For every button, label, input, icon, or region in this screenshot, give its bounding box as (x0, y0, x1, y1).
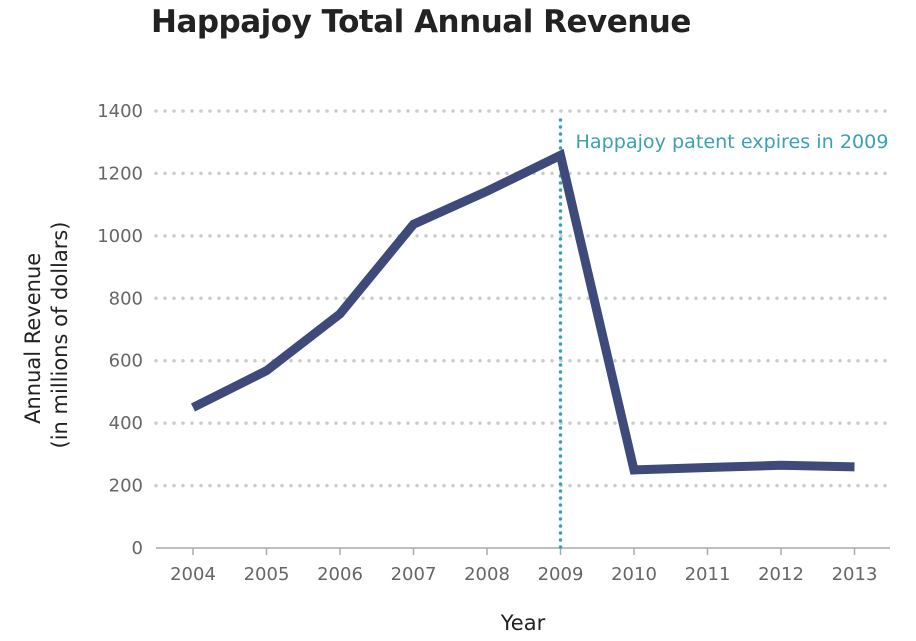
y-axis-title: Annual Revenue (in millions of dollars) (21, 222, 72, 449)
x-tick-label: 2009 (538, 564, 584, 585)
x-axis-ticks: 2004 2005 2006 2007 2008 2009 2010 2011 2012 2013 (170, 548, 877, 585)
series-line-revenue (190, 148, 855, 475)
y-axis-title-line-2: (in millions of dollars) (48, 222, 72, 449)
x-tick-label: 2012 (758, 564, 804, 585)
x-tick-label: 2007 (391, 564, 437, 585)
y-tick-label: 1200 (97, 163, 143, 184)
y-tick-label: 0 (132, 538, 143, 559)
x-tick-label: 2013 (832, 564, 878, 585)
x-tick-label: 2004 (170, 564, 216, 585)
chart-title: Happajoy Total Annual Revenue (151, 4, 691, 40)
x-tick-label: 2006 (317, 564, 363, 585)
x-tick-label: 2010 (611, 564, 657, 585)
x-tick-label: 2005 (244, 564, 290, 585)
y-tick-label: 1400 (97, 101, 143, 122)
annotation-label: Happajoy patent expires in 2009 (576, 131, 889, 153)
y-axis-ticks: 0 200 400 600 800 1000 1200 1400 (97, 101, 143, 559)
y-axis-title-line-1: Annual Revenue (21, 253, 45, 424)
x-tick-label: 2011 (685, 564, 731, 585)
y-tick-label: 200 (109, 476, 143, 497)
gridlines (154, 109, 892, 488)
x-axis-title: Year (500, 611, 546, 635)
x-tick-label: 2008 (464, 564, 510, 585)
y-tick-label: 600 (109, 351, 143, 372)
y-tick-label: 1000 (97, 226, 143, 247)
y-tick-label: 400 (109, 413, 143, 434)
y-tick-label: 800 (109, 288, 143, 309)
